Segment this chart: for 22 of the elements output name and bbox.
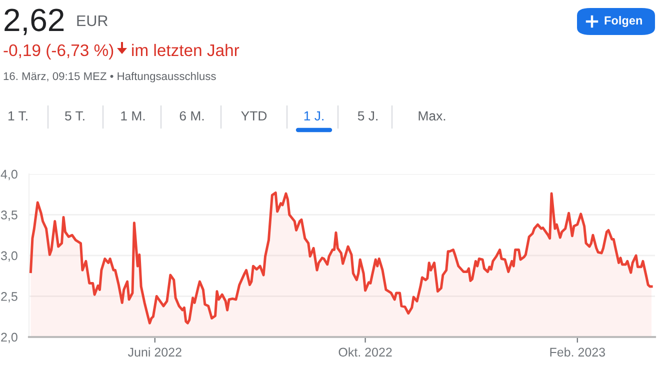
text: 6 M. bbox=[180, 111, 204, 121]
text: im letzten Jahr bbox=[132, 44, 240, 56]
text: 5 T. bbox=[65, 111, 84, 121]
text: YTD bbox=[241, 111, 267, 120]
chart-subtitle: -0,19 (-6,73 %) bbox=[4, 44, 114, 60]
text: Folgen bbox=[604, 16, 642, 28]
y-tick-label: 2,0 bbox=[1, 332, 18, 344]
y-tick-label: 2,5 bbox=[1, 292, 18, 302]
y-tick-label: 4,0 bbox=[0, 170, 18, 180]
x-tick-label: Feb. 2023 bbox=[550, 347, 605, 357]
text: Max. bbox=[418, 111, 446, 121]
text: 1 M. bbox=[121, 111, 145, 120]
text: 1 T. bbox=[8, 111, 28, 120]
text: 1 J. bbox=[304, 111, 324, 121]
text: 16. März, 09:15 MEZ • Haftungsausschluss bbox=[4, 72, 216, 82]
x-tick-label: Okt. 2022 bbox=[338, 347, 392, 357]
y-tick-label: 3,0 bbox=[0, 251, 18, 262]
text: 5 J. bbox=[358, 111, 378, 121]
y-tick-label: 3,5 bbox=[0, 210, 18, 221]
chart-title: 2,62 bbox=[4, 8, 64, 36]
text: EUR bbox=[77, 15, 108, 26]
x-tick-label: Juni 2022 bbox=[128, 347, 182, 357]
